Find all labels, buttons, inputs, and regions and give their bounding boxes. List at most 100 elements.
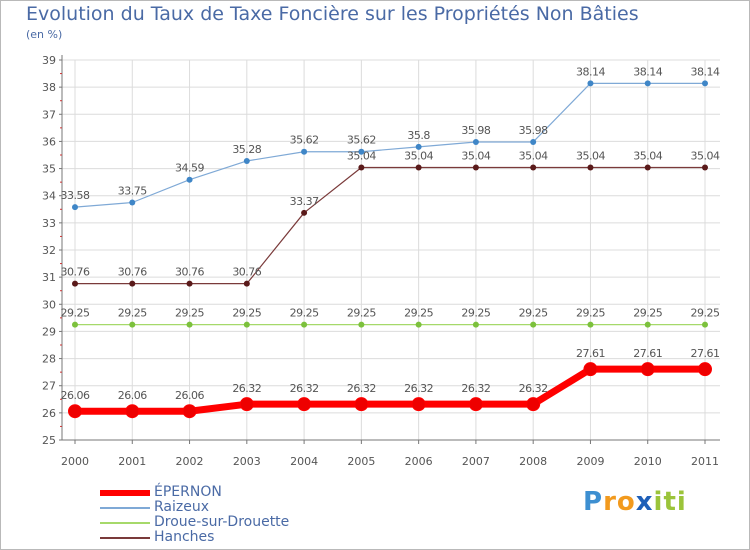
data-label: 29.25 [691,307,720,320]
data-label: 29.25 [290,307,319,320]
data-label: 27.61 [691,347,720,360]
data-label: 30.76 [118,266,147,279]
data-point [301,321,308,328]
data-label: 30.76 [175,266,204,279]
data-label: 26.32 [461,382,490,395]
y-tick-label: 33 [42,217,56,230]
legend-label: ÉPERNON [154,484,222,500]
data-point [72,204,78,211]
brand-letter: t [663,487,677,517]
x-tick-label: 2003 [233,455,261,468]
x-tick-label: 2001 [118,455,146,468]
data-point [243,280,250,287]
data-point [297,397,312,412]
x-tick-label: 2010 [634,455,662,468]
data-point [129,199,136,206]
brand-letter: o [616,487,636,517]
data-point [530,321,537,328]
brand-letter: i [653,487,664,517]
data-label: 35.04 [576,149,605,162]
x-tick-label: 2000 [61,455,89,468]
x-tick-label: 2004 [290,455,318,468]
data-point [468,397,483,412]
data-label: 30.76 [232,266,261,279]
y-tick-label: 36 [42,135,56,148]
data-point [702,164,708,171]
data-point [472,138,479,145]
data-label: 30.76 [61,266,90,279]
data-point [587,321,594,328]
data-label: 26.32 [347,382,376,395]
data-label: 35.04 [347,149,376,162]
data-point [644,321,651,328]
data-point [354,397,369,412]
y-tick-label: 28 [42,353,56,366]
legend-swatch-droue [100,522,150,524]
data-point [587,80,594,87]
data-label: 29.25 [175,307,204,320]
y-tick-label: 26 [42,407,56,420]
data-label: 27.61 [576,347,605,360]
data-point [472,321,479,328]
series-line [75,365,705,415]
data-label: 29.25 [576,307,605,320]
data-label: 38.14 [691,65,720,78]
data-label: 26.32 [232,382,261,395]
data-point [72,280,78,287]
data-point [415,321,422,328]
data-point [358,148,365,155]
y-tick-label: 27 [42,380,56,393]
data-label: 29.25 [347,307,376,320]
legend-label: Raizeux [154,499,210,515]
data-point [186,280,193,287]
y-tick-label: 32 [42,244,56,257]
data-point [530,138,537,145]
data-point [644,80,651,87]
data-label: 35.8 [407,129,430,142]
data-point [129,321,136,328]
data-point [243,157,250,164]
data-label: 38.14 [633,65,662,78]
legend-swatch-raizeux [100,507,150,509]
data-label: 35.98 [519,124,548,137]
brand-letter: x [635,487,654,517]
y-tick-label: 29 [42,325,56,338]
data-label: 26.06 [175,389,204,402]
x-tick-label: 2009 [576,455,604,468]
data-label: 27.61 [633,347,662,360]
data-label: 35.04 [633,149,662,162]
data-label: 29.25 [461,307,490,320]
y-tick-label: 34 [42,190,56,203]
data-label: 29.25 [404,307,433,320]
data-label: 29.25 [519,307,548,320]
data-point [644,164,651,171]
legend-label: Droue-sur-Drouette [154,514,290,530]
data-label: 33.75 [118,185,147,198]
data-point [239,397,254,412]
data-label: 26.32 [290,382,319,395]
y-tick-label: 35 [42,163,56,176]
x-tick-label: 2008 [519,455,547,468]
data-point [587,164,594,171]
chart-title: Evolution du Taux de Taxe Foncière sur l… [26,3,639,25]
x-tick-label: 2002 [176,455,204,468]
data-label: 26.32 [519,382,548,395]
data-label: 35.04 [461,149,490,162]
data-label: 29.25 [232,307,261,320]
data-point [526,397,541,412]
data-label: 33.37 [290,195,319,208]
data-label: 29.25 [61,307,90,320]
data-label: 35.04 [404,149,433,162]
series-line [75,166,705,285]
data-label: 29.25 [118,307,147,320]
series-line [74,82,705,208]
data-point [301,209,308,216]
data-label: 35.98 [461,124,490,137]
data-label: 26.32 [404,382,433,395]
x-tick-label: 2006 [405,455,433,468]
legend-swatch-hanches [100,537,150,539]
y-tick-label: 25 [42,434,56,447]
legend-label: Hanches [154,529,215,545]
data-point [640,362,655,377]
